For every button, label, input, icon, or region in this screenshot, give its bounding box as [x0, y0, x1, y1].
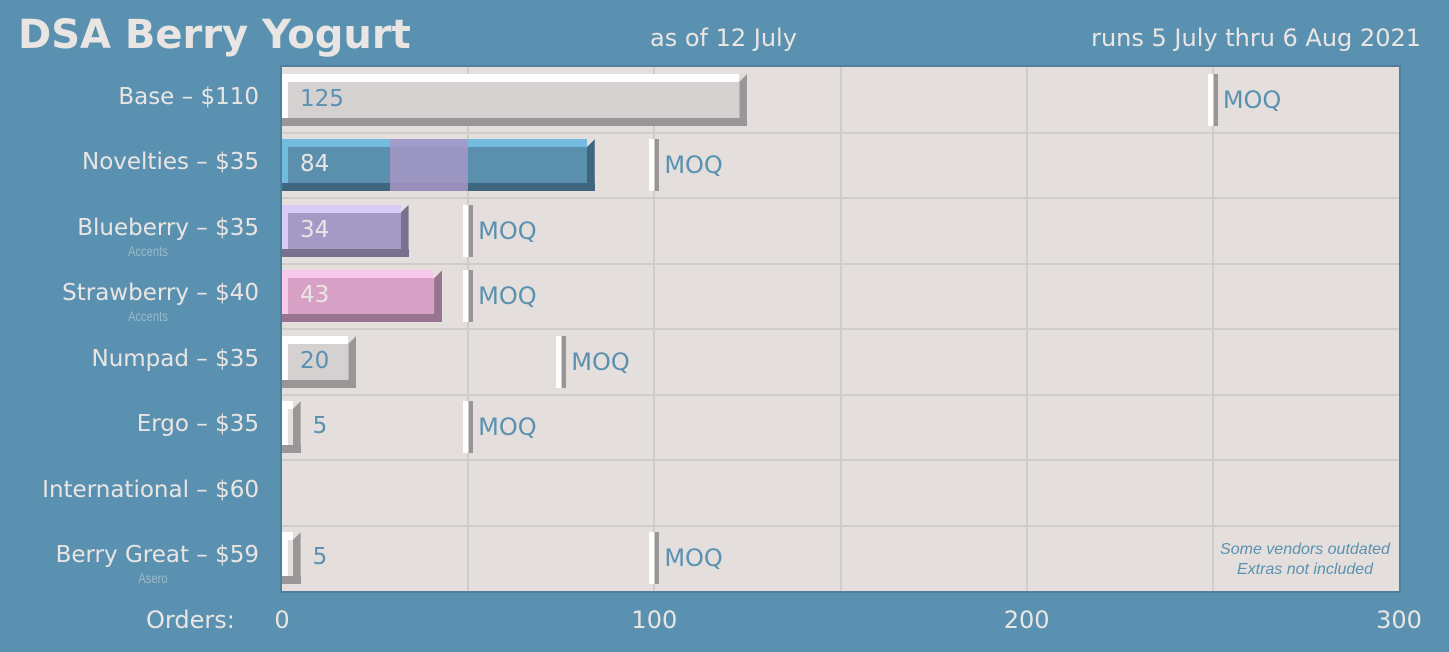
bar-left	[282, 73, 288, 126]
bar-left	[282, 270, 288, 323]
plot-area: 125 MOQ 84 MOQ 34 MOQ 43 MOQ 20 MOQ 5 MOQ 5 MOQ Some …	[282, 67, 1399, 591]
bar-top	[282, 270, 435, 279]
category-label: International – $60	[42, 476, 259, 503]
moq-marker	[556, 335, 567, 388]
grid-line	[282, 328, 1399, 330]
bar-side	[348, 335, 357, 388]
category-label: Blueberry – $35	[77, 214, 259, 241]
footnote-line: Some vendors outdated	[1220, 541, 1390, 558]
bar	[282, 204, 409, 257]
category-label: Strawberry – $40	[62, 280, 259, 307]
bar-top	[282, 73, 740, 82]
moq-label: MOQ	[1222, 85, 1282, 114]
grid-line	[282, 393, 1399, 396]
category-label: Novelties – $35	[82, 149, 259, 176]
footnote-line: Extras not included	[1236, 561, 1374, 578]
bar	[282, 335, 357, 388]
bar-side	[292, 532, 301, 585]
as-of-date: as of 12 July	[650, 24, 797, 52]
moq-marker	[463, 401, 474, 454]
x-tick-label: 300	[1376, 606, 1422, 634]
bar	[282, 73, 748, 126]
moq-label: MOQ	[664, 544, 723, 573]
data-label: 125	[300, 85, 344, 112]
bar-left	[282, 532, 288, 585]
bar-bottom	[282, 379, 357, 388]
bar-left	[282, 139, 288, 192]
bar-top	[282, 335, 349, 344]
moq-label: MOQ	[478, 282, 537, 311]
moq-marker	[649, 532, 660, 585]
grid-line	[282, 197, 1399, 199]
grid-line	[282, 459, 1399, 461]
data-label: 20	[300, 347, 330, 374]
x-tick-label: 0	[274, 606, 290, 634]
bar-side	[292, 401, 301, 454]
bar-side	[434, 270, 443, 323]
run-dates: runs 5 July thru 6 Aug 2021	[1091, 24, 1421, 52]
moq-marker	[649, 139, 660, 192]
bar-left	[282, 204, 288, 257]
data-label: 43	[300, 282, 330, 309]
bar	[282, 401, 301, 454]
moq-marker	[463, 204, 474, 257]
grid-line	[282, 262, 1399, 265]
bar-side	[400, 204, 409, 257]
moq-label: MOQ	[571, 347, 630, 376]
moq-label: MOQ	[478, 216, 537, 245]
grid-line	[282, 524, 1399, 527]
category-sublabel: Asero	[138, 570, 168, 587]
bar-bottom	[282, 248, 409, 257]
category-sublabel: Accents	[128, 308, 168, 325]
moq-label: MOQ	[478, 413, 537, 442]
bar	[282, 139, 595, 192]
x-tick-label: 200	[1003, 606, 1050, 634]
bar-highlight	[389, 139, 469, 192]
data-label: 34	[300, 216, 330, 243]
moq-marker	[1207, 73, 1218, 126]
bar-face	[288, 343, 349, 380]
bar-side	[586, 139, 595, 192]
bar	[282, 532, 301, 585]
bar-face	[288, 278, 435, 315]
bar-bottom	[282, 117, 748, 126]
data-label: 84	[300, 151, 330, 178]
grid-line	[282, 131, 1399, 134]
category-label: Numpad – $35	[91, 345, 259, 372]
data-label: 5	[312, 544, 328, 571]
bar-bottom	[282, 445, 301, 454]
chart-title: DSA Berry Yogurt	[18, 12, 411, 58]
bar-side	[739, 73, 748, 126]
bar-face	[288, 81, 740, 118]
bar-bottom	[282, 314, 443, 323]
category-label: Ergo – $35	[136, 411, 259, 438]
footnote: Some vendors outdated Extras not include…	[1215, 540, 1395, 580]
bar-left	[282, 335, 288, 388]
moq-marker	[463, 270, 474, 323]
bar-bottom	[282, 576, 301, 585]
bar-face	[288, 212, 401, 249]
x-axis-label: Orders:	[146, 606, 235, 634]
bar-left	[282, 401, 288, 454]
category-label: Base – $110	[118, 83, 259, 110]
bar-top	[282, 204, 401, 213]
category-label: Berry Great – $59	[55, 542, 259, 569]
x-tick-label: 100	[631, 606, 678, 634]
bar	[282, 270, 443, 323]
moq-label: MOQ	[664, 151, 723, 180]
data-label: 5	[312, 413, 328, 440]
category-sublabel: Accents	[128, 242, 168, 259]
